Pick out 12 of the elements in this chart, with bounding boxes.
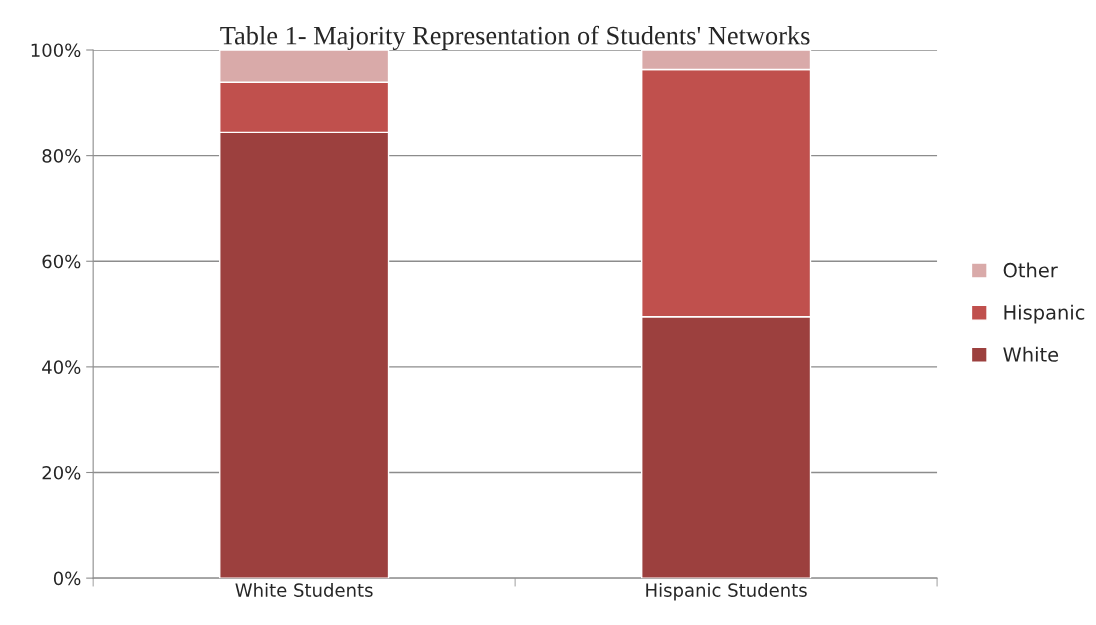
y-tick-label: 60% [42, 254, 81, 269]
y-tick-label: 0% [53, 571, 81, 586]
y-tick-label: 40% [42, 360, 81, 374]
legend-label: Other [1003, 262, 1058, 278]
legend-label: Hispanic [1004, 304, 1085, 324]
y-tick-label: 100% [31, 43, 81, 58]
x-tick-label: Hispanic Students [646, 582, 807, 601]
x-tick-label: White Students [235, 582, 373, 597]
chart-title: Table 1- Majority Representation of Students' Networks [220, 25, 810, 50]
legend-label: White [1003, 346, 1059, 362]
y-tick-label: 20% [42, 465, 81, 480]
y-tick-label: 80% [42, 149, 81, 163]
